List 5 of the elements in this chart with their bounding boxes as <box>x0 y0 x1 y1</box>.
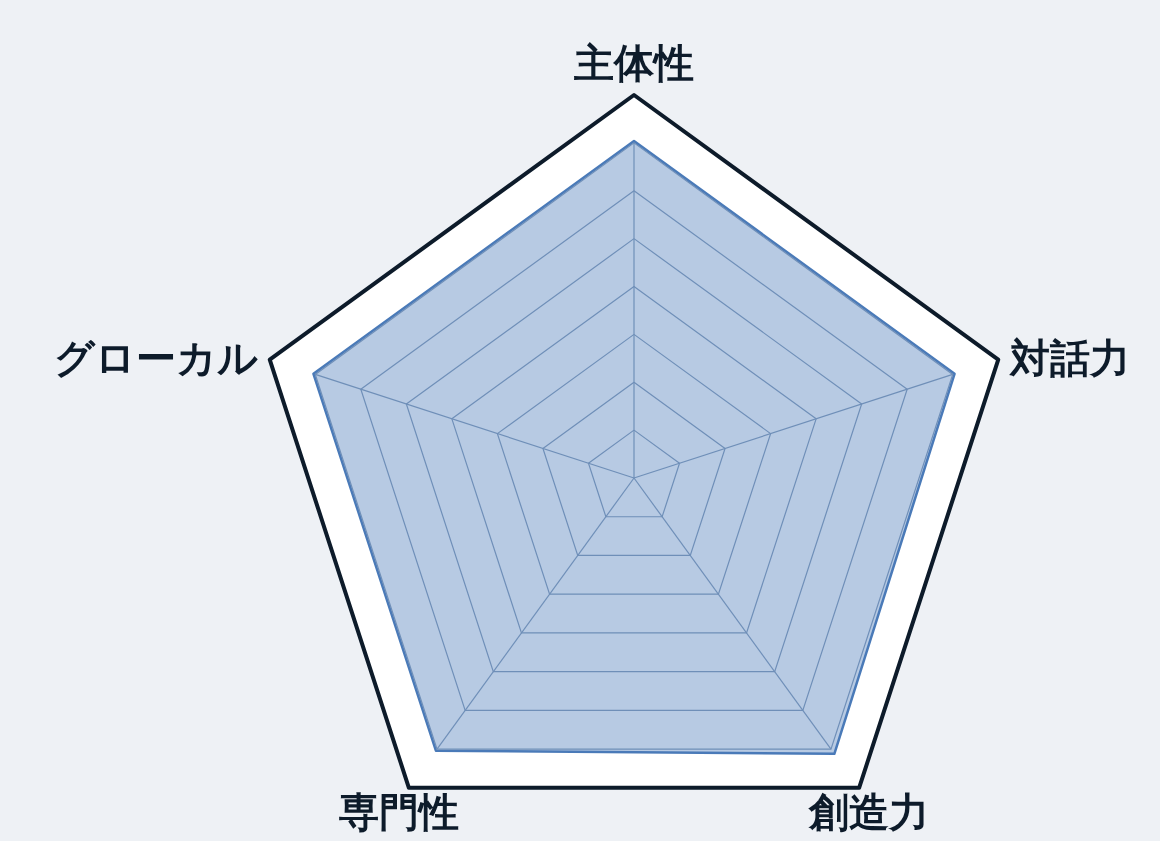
spoke-label: グローカル <box>53 334 258 381</box>
spoke-label: 対話力 <box>1009 334 1131 381</box>
spoke-label: 創造力 <box>808 788 930 835</box>
spoke-label: 専門性 <box>338 788 459 835</box>
spoke-label: 主体性 <box>573 40 694 86</box>
